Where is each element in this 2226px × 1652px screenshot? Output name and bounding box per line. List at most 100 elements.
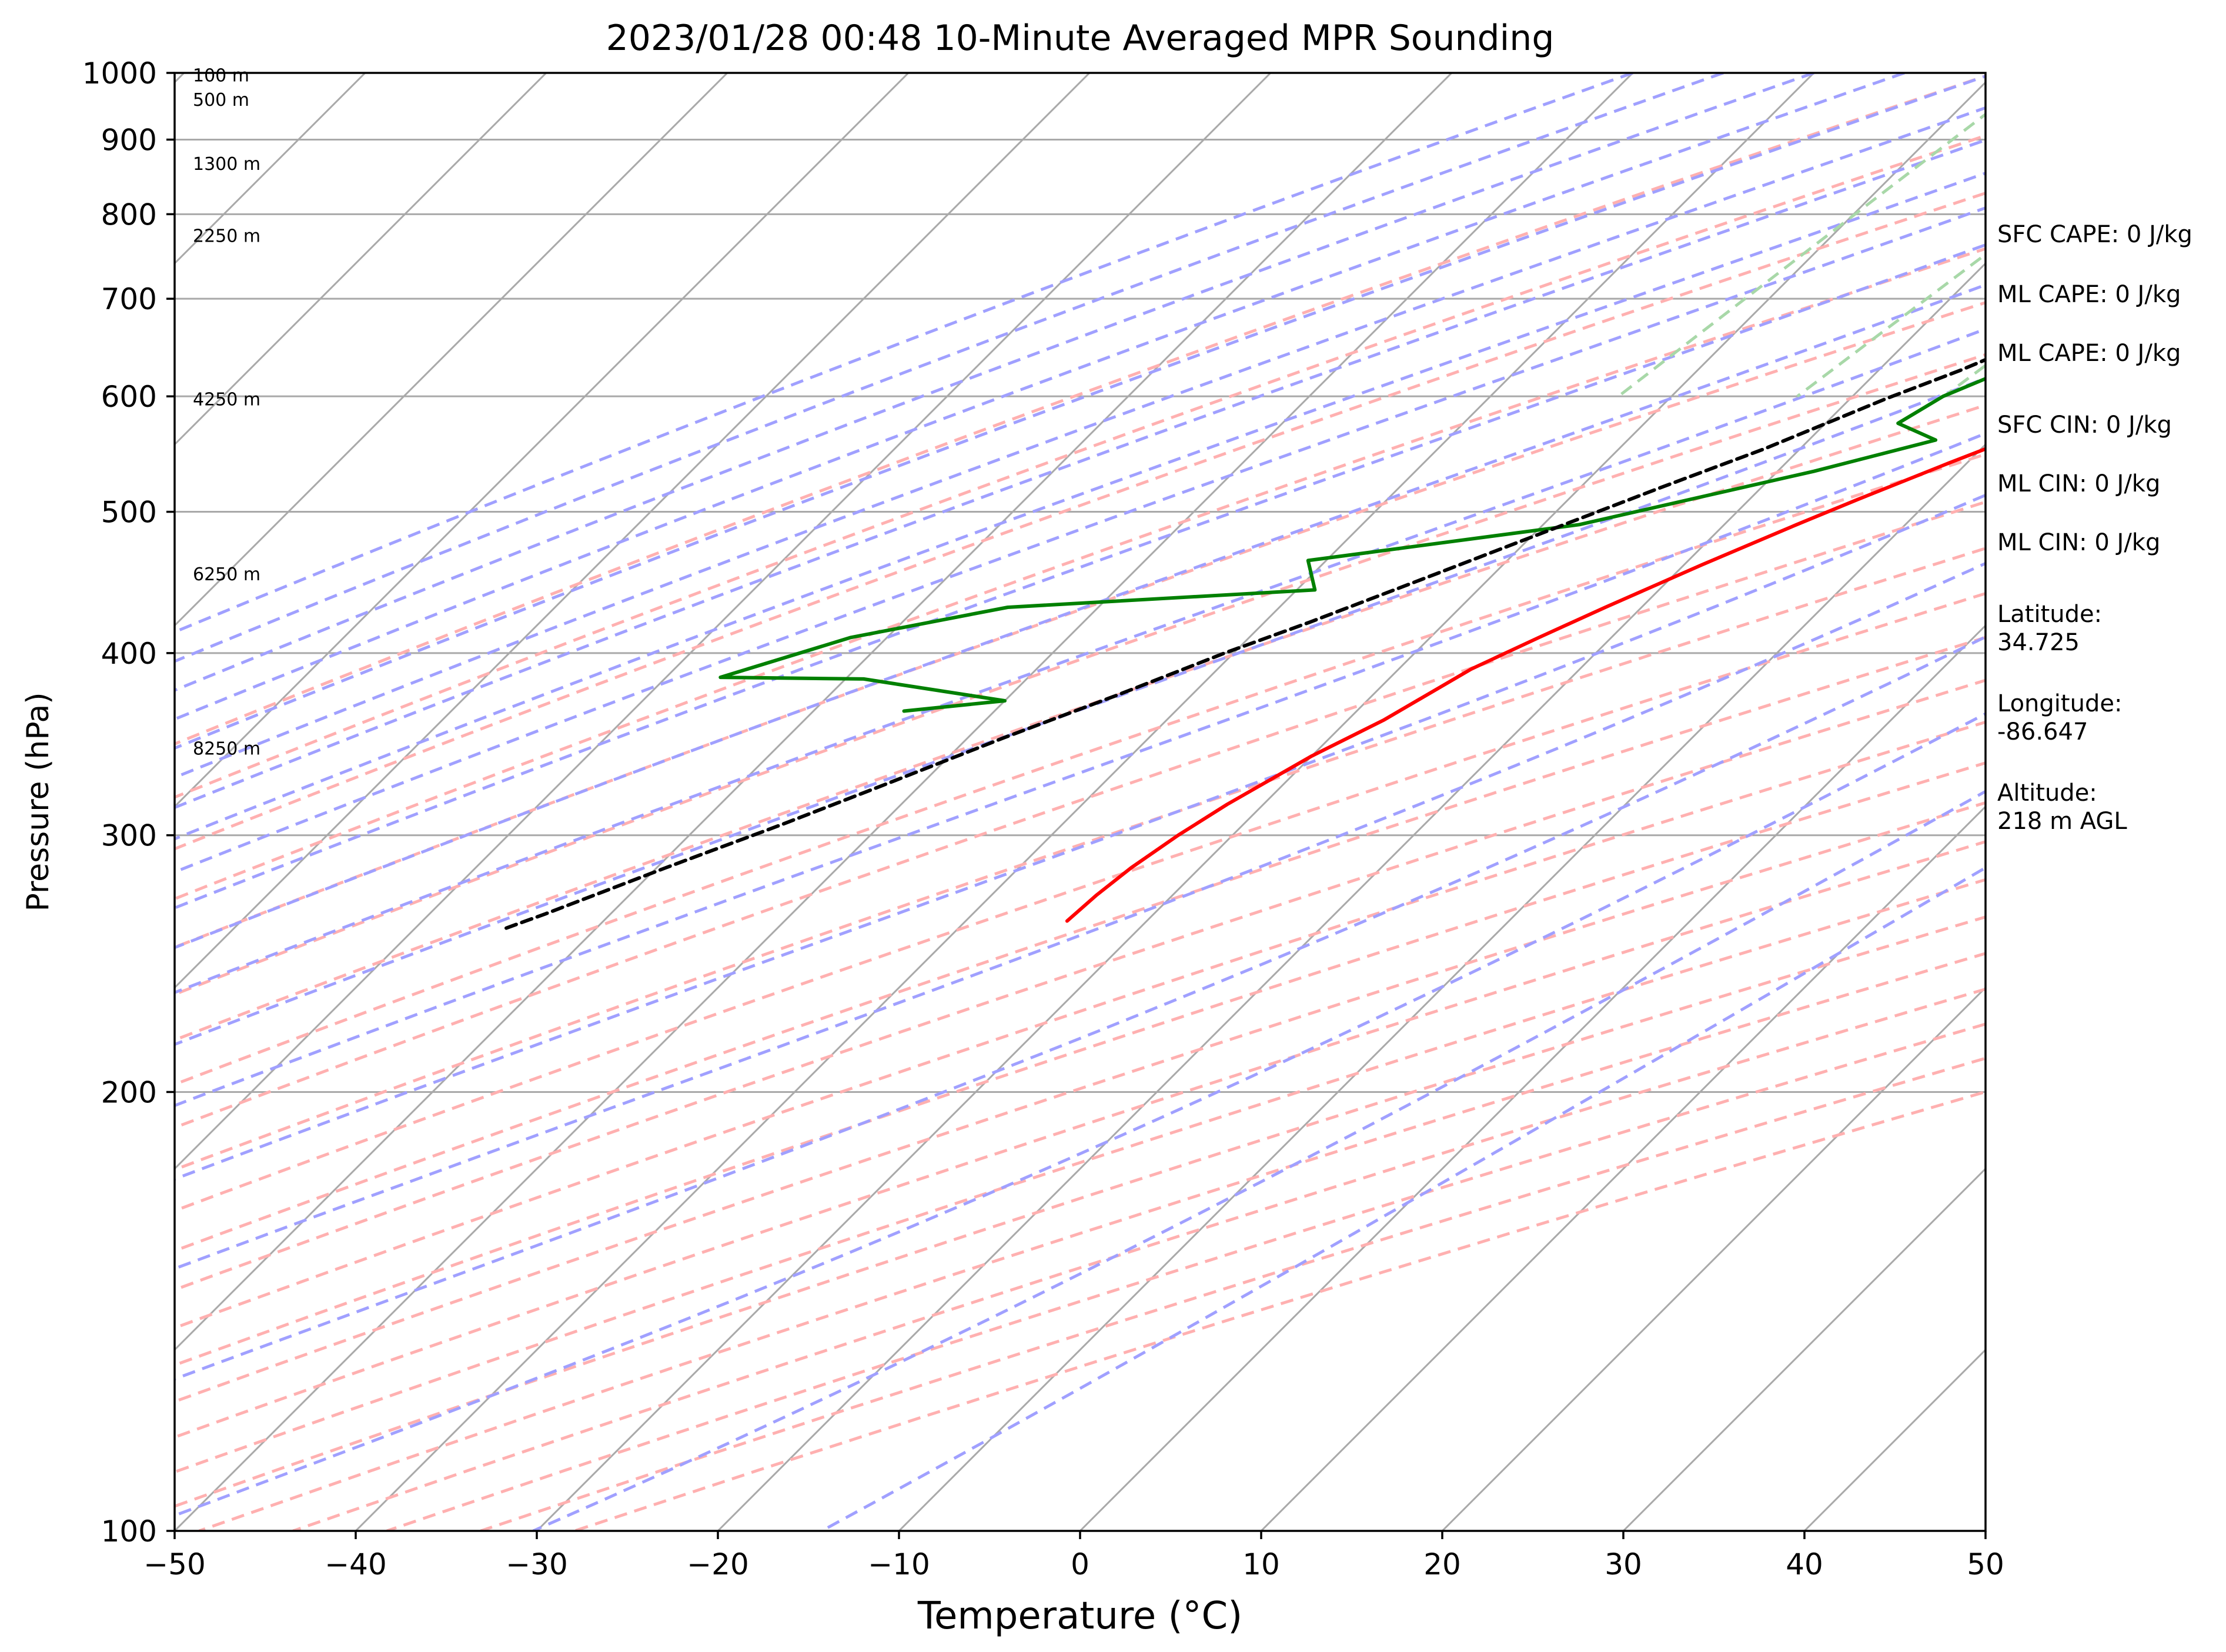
moist-adiabat-40: [532, 790, 1986, 1531]
moist-adiabat-m25: [175, 106, 1986, 780]
y-tick-label: 100: [101, 1514, 157, 1549]
y-tick-label: 200: [101, 1075, 157, 1109]
dry-adiabat-50: [175, 500, 1986, 1129]
dry-adiabat-90: [175, 678, 1986, 1292]
isotherm-m50: [175, 73, 1634, 1531]
moist-adiabat-20: [175, 493, 1986, 1181]
x-tick-label: −40: [325, 1547, 387, 1581]
isotherm-m110: [175, 73, 547, 446]
moist-adiabat-m40: [175, 73, 1814, 692]
info-item-label: Longitude:: [1997, 690, 2122, 717]
y-axis-label: Pressure (hPa): [21, 693, 56, 912]
dry-adiabat-m10: [175, 191, 1986, 851]
moist-adiabat-25: [175, 561, 1986, 1270]
height-label: 4250 m: [193, 390, 260, 410]
isotherm-0: [1079, 624, 1986, 1531]
chart-title: 2023/01/28 00:48 10-Minute Averaged MPR …: [606, 18, 1555, 59]
dry-adiabat-150: [175, 915, 1986, 1508]
temperature-trace: [1065, 447, 1986, 923]
moist-adiabat-m20: [175, 138, 1986, 810]
x-tick-label: 50: [1967, 1547, 2004, 1581]
dewpoint-trace: [718, 376, 1986, 713]
dry-adiabat-m20: [175, 134, 1986, 799]
height-label: 2250 m: [193, 226, 260, 246]
y-tick-label: 800: [101, 198, 157, 232]
height-label: 500 m: [193, 90, 249, 111]
dry-adiabat-40: [175, 453, 1986, 1086]
moist-adiabat-m45: [175, 73, 1724, 663]
y-tick-label: 1000: [82, 56, 157, 91]
dry-adiabat-200: [574, 1090, 1986, 1531]
y-tick-label: 400: [101, 637, 157, 671]
info-item-value: 34.725: [1997, 629, 2080, 656]
moist-adiabat-m15: [175, 171, 1986, 841]
x-tick-label: 40: [1786, 1547, 1823, 1581]
parcel-trace: [504, 357, 1986, 930]
info-item-label: ML CIN: 0 J/kg: [1997, 470, 2160, 497]
moist-adiabat-35: [175, 712, 1986, 1517]
x-tick-label: −10: [868, 1547, 930, 1581]
data-lines: [504, 357, 1986, 930]
dry-adiabat-130: [175, 840, 1986, 1439]
moist-adiabat-m10: [175, 206, 1986, 874]
x-axis-label: Temperature (°C): [917, 1594, 1242, 1638]
isotherm-20: [1441, 986, 1986, 1531]
dry-adiabat-140: [175, 878, 1986, 1474]
isotherm-10: [1260, 805, 1986, 1531]
x-tick-label: −30: [506, 1547, 568, 1581]
isotherm-m40: [355, 73, 1815, 1531]
x-tick-label: 0: [1071, 1547, 1089, 1581]
dry-adiabat-170: [292, 987, 1986, 1531]
isotherm-30: [1622, 1167, 1986, 1531]
isotherm-m100: [175, 73, 728, 627]
info-item-label: SFC CIN: 0 J/kg: [1997, 412, 2172, 439]
moist-adiabat-m5: [175, 243, 1986, 910]
moist-adiabat-30: [175, 635, 1986, 1381]
dry-adiabat-110: [175, 761, 1986, 1367]
dry-adiabat-120: [175, 801, 1986, 1403]
y-tick-label: 900: [101, 123, 157, 157]
moist-adiabat-10: [175, 376, 1986, 1046]
info-item-value: 218 m AGL: [1997, 808, 2127, 835]
dry-adiabat-180: [386, 1022, 1986, 1531]
mixing-ratio-line-1: [1617, 112, 1986, 398]
dry-adiabat-m30: [175, 74, 1986, 746]
dry-adiabat-100: [175, 720, 1986, 1330]
x-tick-label: −50: [143, 1547, 206, 1581]
info-panel: SFC CAPE: 0 J/kg ML CAPE: 0 J/kg ML CAPE: …: [1997, 221, 2192, 835]
background-lines: [175, 73, 1986, 1531]
height-label: 8250 m: [193, 738, 260, 759]
dry-adiabat-0: [175, 247, 1986, 901]
info-item-label: ML CAPE: 0 J/kg: [1997, 281, 2181, 308]
info-item-label: ML CAPE: 0 J/kg: [1997, 340, 2181, 367]
x-tick-label: 20: [1423, 1547, 1461, 1581]
isotherm-m90: [175, 73, 910, 808]
isotherm-m60: [175, 73, 1453, 1352]
isotherm-m20: [717, 262, 1986, 1531]
dry-adiabat-70: [175, 591, 1986, 1213]
isotherm-m80: [175, 73, 1091, 989]
moist-adiabat-5: [175, 327, 1986, 994]
y-tick-label: 700: [101, 282, 157, 316]
moist-adiabat-m35: [175, 73, 1905, 721]
height-label: 6250 m: [193, 564, 260, 585]
x-tick-label: 30: [1605, 1547, 1642, 1581]
isotherm-m30: [536, 81, 1986, 1531]
y-tick-label: 300: [101, 819, 157, 853]
isotherm-m10: [898, 443, 1986, 1531]
axes: −50 −40 −30 −20 −10 0 10 20 30 40 50 1000 900 800 700 6…: [82, 56, 2004, 1581]
dry-adiabat-10: [175, 300, 1986, 949]
dry-adiabat-20: [175, 353, 1986, 996]
y-tick-label: 600: [101, 380, 157, 414]
info-item-value: -86.647: [1997, 718, 2088, 745]
info-item-label: Latitude:: [1997, 601, 2102, 628]
dry-adiabat-80: [175, 636, 1986, 1253]
x-tick-label: 10: [1242, 1547, 1280, 1581]
height-label: 100 m: [193, 65, 249, 86]
dry-adiabat-60: [175, 547, 1986, 1172]
height-label: 1300 m: [193, 154, 260, 175]
info-item-label: SFC CAPE: 0 J/kg: [1997, 221, 2192, 248]
moist-adiabat-15: [175, 432, 1986, 1108]
x-tick-label: −20: [687, 1547, 749, 1581]
